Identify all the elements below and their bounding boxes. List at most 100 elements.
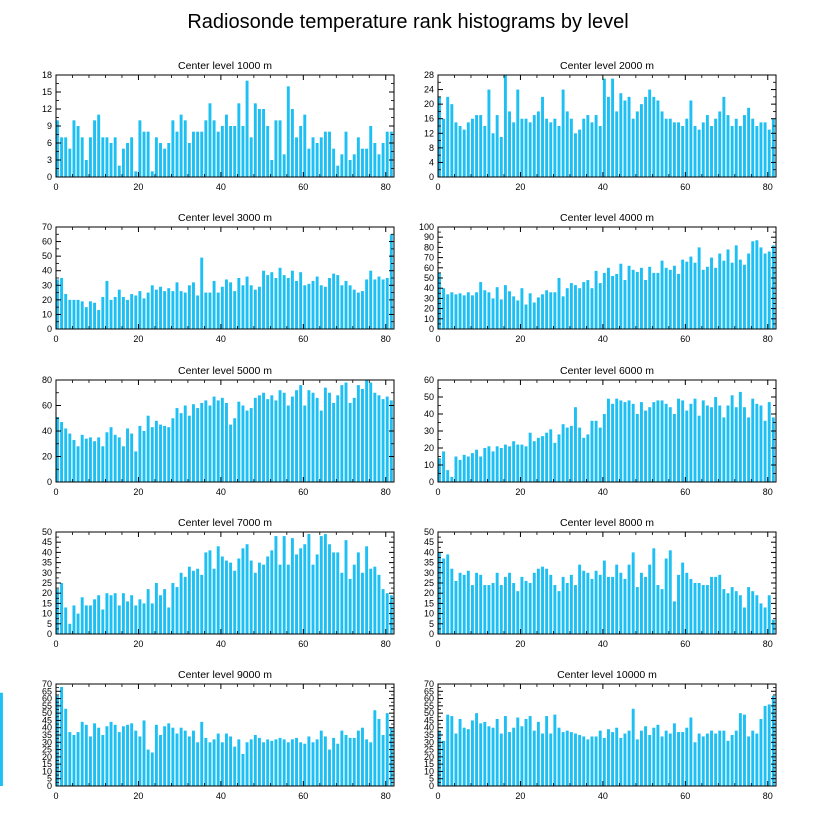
chart-panel: Center level 3000 m 0 10 20 30 40 50 60 70 0 20 40 6… (42, 212, 395, 344)
histogram-bar (204, 120, 208, 177)
histogram-bar (672, 265, 676, 329)
histogram-bar (458, 718, 462, 786)
histogram-bar (598, 283, 602, 329)
histogram-bar (249, 560, 253, 634)
histogram-bar (594, 420, 598, 482)
histogram-bar (336, 552, 340, 634)
histogram-bar (528, 293, 532, 329)
histogram-bar (458, 459, 462, 482)
histogram-bar (126, 601, 129, 634)
histogram-bar (282, 154, 286, 177)
histogram-bar (266, 556, 270, 634)
y-tick-label: 25 (424, 578, 434, 588)
histogram-bar (381, 279, 385, 329)
histogram-bar (241, 126, 245, 177)
histogram-bar (454, 580, 458, 634)
histogram-bar (253, 735, 257, 786)
histogram-bar (340, 154, 344, 177)
histogram-bar (491, 133, 495, 177)
histogram-bar (88, 301, 92, 329)
histogram-bar (648, 735, 652, 786)
histogram-bar (192, 404, 195, 482)
histogram-bar (755, 126, 759, 177)
histogram-bar (590, 578, 594, 634)
histogram-bar (130, 433, 134, 482)
histogram-bar (365, 148, 369, 177)
histogram-bar (648, 564, 652, 634)
histogram-bar (142, 131, 146, 177)
histogram-bar (561, 424, 565, 482)
histogram-bar (80, 597, 84, 634)
histogram-bar (656, 724, 660, 786)
histogram-bar (68, 299, 72, 329)
histogram-bar (295, 137, 298, 177)
histogram-bar (134, 730, 138, 786)
histogram-bar (541, 96, 544, 177)
x-tick-label: 20 (133, 334, 143, 344)
histogram-bar (245, 276, 249, 329)
histogram-bar (183, 576, 187, 634)
x-tick-label: 20 (515, 487, 525, 497)
histogram-bar (249, 137, 253, 177)
histogram-bar (619, 737, 623, 786)
histogram-bar (561, 576, 565, 634)
y-tick-label: 25 (42, 745, 52, 755)
histogram-bar (672, 414, 676, 482)
histogram-bar (196, 295, 200, 329)
histogram-bar (615, 398, 619, 482)
histogram-bar (730, 587, 734, 634)
histogram-bar (72, 439, 76, 482)
histogram-bar (229, 424, 233, 483)
histogram-bar (648, 407, 652, 482)
histogram-bar (76, 613, 80, 634)
histogram-bar (738, 595, 742, 634)
histogram-bar (611, 576, 615, 634)
y-tick-label: 5 (47, 774, 52, 784)
histogram-bar (743, 115, 746, 177)
histogram-bar (216, 292, 220, 329)
y-tick-label: 18 (42, 70, 52, 80)
histogram-bar (701, 400, 705, 482)
histogram-bar (644, 726, 648, 786)
histogram-bar (93, 120, 97, 177)
histogram-bar (220, 742, 224, 786)
histogram-bar (520, 288, 524, 329)
histogram-bar (446, 554, 450, 634)
histogram-bar (179, 413, 183, 482)
histogram-bar (738, 126, 742, 177)
histogram-bar (274, 536, 278, 634)
histogram-bar (767, 595, 771, 634)
y-tick-label: 70 (424, 679, 434, 689)
histogram-bar (241, 548, 245, 634)
y-tick-label: 45 (424, 715, 434, 725)
histogram-bar (578, 288, 582, 329)
histogram-bar (323, 736, 327, 786)
x-tick-label: 60 (680, 487, 690, 497)
histogram-bar (93, 302, 97, 329)
histogram-bar (705, 115, 709, 177)
histogram-bar (249, 285, 253, 329)
histogram-bar (747, 417, 751, 482)
y-tick-label: 30 (424, 426, 434, 436)
histogram-bar (532, 302, 536, 329)
histogram-bar (138, 291, 142, 329)
histogram-bar (60, 686, 64, 786)
histogram-bar (582, 736, 586, 786)
histogram-bar (623, 100, 627, 177)
histogram-bar (377, 154, 381, 177)
x-tick-label: 80 (763, 487, 773, 497)
histogram-bar (565, 730, 569, 786)
chart-panel: Center level 4000 m010203040506070809010… (419, 212, 777, 344)
histogram-bar (602, 560, 606, 634)
histogram-bar (668, 550, 672, 634)
x-tick-label: 60 (298, 791, 308, 801)
histogram-bar (93, 723, 97, 786)
y-tick-label: 0 (47, 172, 52, 182)
y-tick-label: 60 (424, 375, 434, 385)
y-tick-label: 50 (424, 708, 434, 718)
histogram-bar (705, 266, 709, 329)
histogram-bar (450, 292, 454, 329)
histogram-bar (72, 299, 76, 329)
histogram-bar (524, 118, 528, 177)
histogram-bar (635, 414, 639, 482)
